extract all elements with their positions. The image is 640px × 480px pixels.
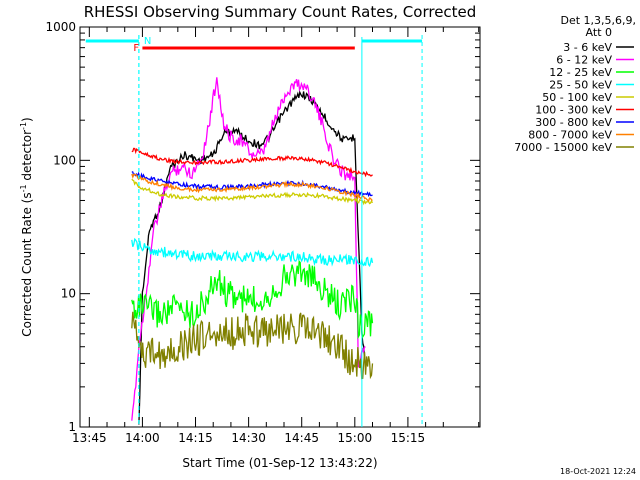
legend-label: 12 - 25 keV [549,66,612,79]
legend-label: 50 - 100 keV [542,91,612,104]
interval-label: N [144,36,151,47]
y-axis-label-sup2: -1 [19,122,28,130]
x-tick-label: 15:15 [391,431,426,445]
legend-header-detectors: Det 1,3,5,6,9, [560,14,636,27]
footer-timestamp: 18-Oct-2021 12:24 [560,467,636,476]
x-tick-label: 14:45 [284,431,319,445]
legend-label: 25 - 50 keV [549,79,612,92]
legend-label: 800 - 7000 keV [528,129,612,142]
svg-text:Corrected Count Rate (s-1 dete: Corrected Count Rate (s-1 detector-1) [19,117,34,336]
series-line [131,311,374,380]
series-line [131,147,373,178]
legend-header-attenuator: Att 0 [586,26,612,39]
x-axis: 13:45 14:00 14:15 14:30 14:45 15:00 15:15 [72,27,480,445]
legend-label: 3 - 6 keV [563,41,612,54]
series-line [131,259,374,340]
x-tick-label: 14:00 [125,431,160,445]
y-axis-label-main: Corrected Count Rate (s [20,192,34,336]
y-tick-label: 1000 [45,20,76,34]
y-tick-label: 10 [61,287,76,301]
series-line [131,178,374,206]
x-tick-label: 14:15 [178,431,213,445]
plot-series [131,77,374,425]
plot-frame [79,26,481,428]
y-axis-label-mid: detector [20,130,34,185]
series-line [131,77,366,421]
y-axis-label: Corrected Count Rate (s-1 detector-1) [19,117,34,336]
y-tick-label: 1 [68,420,76,434]
x-axis-label: Start Time (01-Sep-12 13:43:22) [182,456,377,470]
x-tick-label: 15:00 [338,431,373,445]
legend-label: 7000 - 15000 keV [514,141,612,154]
legend-label: 300 - 800 keV [535,116,612,129]
legend-label: 6 - 12 keV [556,54,612,67]
series-line [131,237,374,268]
series-line [131,173,373,202]
y-axis-label-end: ) [20,117,34,122]
y-axis-label-sup1: -1 [19,184,28,192]
chart-title: RHESSI Observing Summary Count Rates, Co… [84,3,477,21]
y-axis: 1 10 100 1000 [45,20,480,434]
x-tick-label: 13:45 [72,431,107,445]
y-tick-label: 100 [53,153,76,167]
interval-label: F [133,43,139,54]
observing-intervals: NF [85,35,423,427]
x-tick-label: 14:30 [231,431,266,445]
legend-label: 100 - 300 keV [535,104,612,117]
